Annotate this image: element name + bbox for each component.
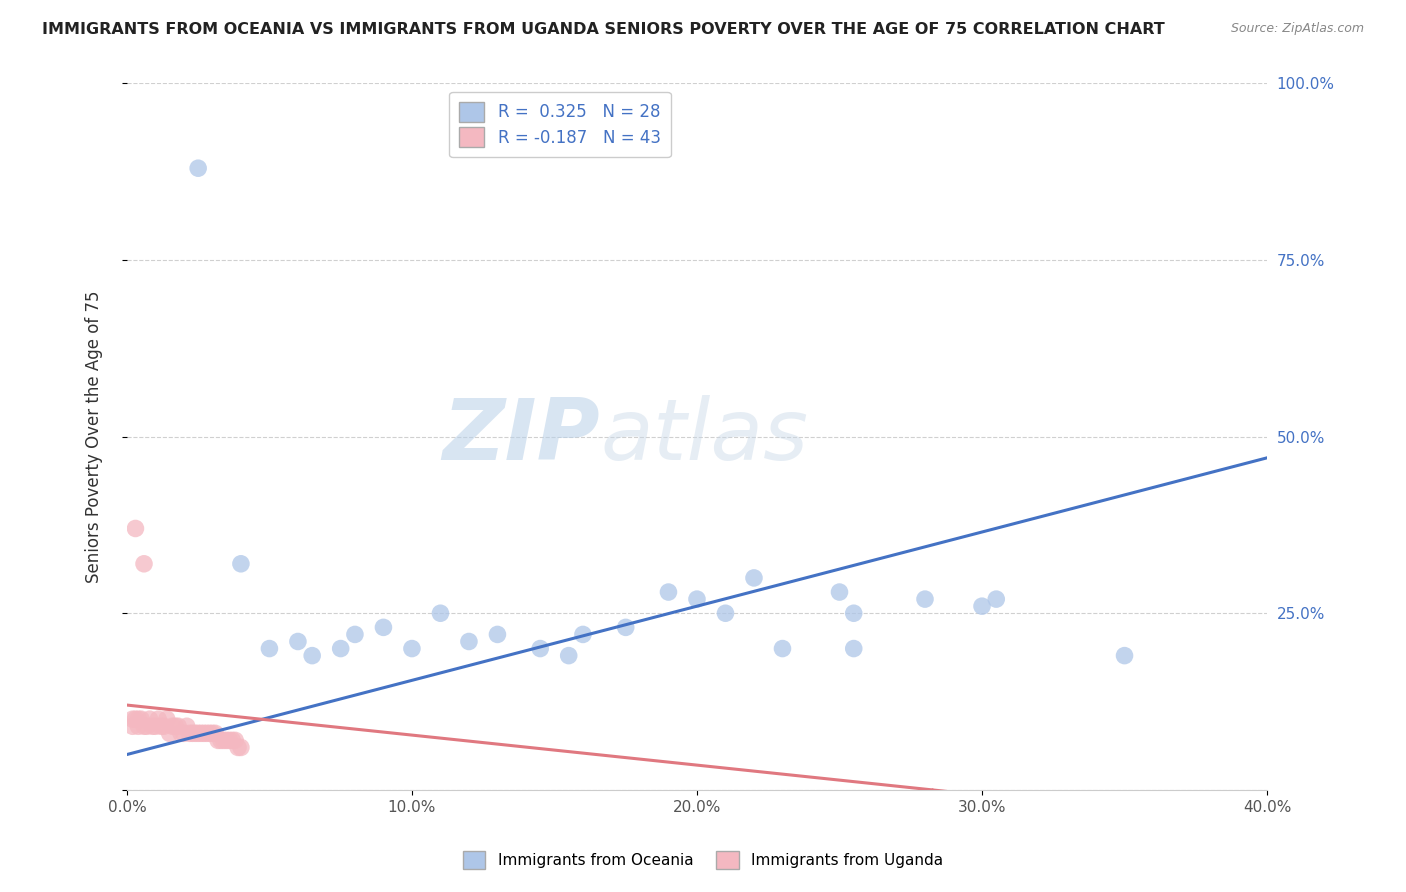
Point bbox=[121, 712, 143, 726]
Point bbox=[138, 712, 160, 726]
Point bbox=[165, 719, 187, 733]
Point bbox=[212, 733, 235, 747]
Point bbox=[132, 557, 155, 571]
Point bbox=[184, 726, 207, 740]
Point bbox=[458, 634, 481, 648]
Point bbox=[153, 719, 176, 733]
Point bbox=[170, 726, 193, 740]
Text: atlas: atlas bbox=[600, 395, 808, 478]
Legend: R =  0.325   N = 28, R = -0.187   N = 43: R = 0.325 N = 28, R = -0.187 N = 43 bbox=[450, 92, 671, 158]
Point bbox=[204, 726, 226, 740]
Point bbox=[343, 627, 366, 641]
Point bbox=[145, 719, 167, 733]
Point bbox=[401, 641, 423, 656]
Point bbox=[187, 161, 209, 176]
Point bbox=[195, 726, 218, 740]
Point bbox=[986, 592, 1008, 607]
Point bbox=[135, 719, 157, 733]
Point bbox=[124, 521, 146, 535]
Point bbox=[429, 606, 451, 620]
Point bbox=[229, 740, 252, 755]
Point bbox=[209, 733, 232, 747]
Point bbox=[198, 726, 221, 740]
Point bbox=[156, 712, 179, 726]
Point bbox=[159, 726, 181, 740]
Point bbox=[742, 571, 765, 585]
Point bbox=[842, 606, 865, 620]
Point bbox=[162, 719, 184, 733]
Point bbox=[557, 648, 579, 663]
Text: Source: ZipAtlas.com: Source: ZipAtlas.com bbox=[1230, 22, 1364, 36]
Point bbox=[714, 606, 737, 620]
Point bbox=[179, 726, 201, 740]
Point bbox=[572, 627, 595, 641]
Point bbox=[187, 726, 209, 740]
Point bbox=[287, 634, 309, 648]
Point bbox=[221, 733, 243, 747]
Point bbox=[229, 557, 252, 571]
Text: ZIP: ZIP bbox=[443, 395, 600, 478]
Point bbox=[148, 712, 170, 726]
Y-axis label: Seniors Poverty Over the Age of 75: Seniors Poverty Over the Age of 75 bbox=[86, 291, 103, 582]
Point bbox=[842, 641, 865, 656]
Point bbox=[207, 733, 229, 747]
Point bbox=[218, 733, 240, 747]
Point bbox=[226, 740, 249, 755]
Point bbox=[132, 719, 155, 733]
Point bbox=[121, 719, 143, 733]
Point bbox=[193, 726, 215, 740]
Point bbox=[167, 719, 190, 733]
Point bbox=[127, 719, 149, 733]
Point bbox=[686, 592, 709, 607]
Point bbox=[173, 726, 195, 740]
Point bbox=[529, 641, 551, 656]
Point bbox=[190, 726, 212, 740]
Point bbox=[176, 719, 198, 733]
Point bbox=[124, 712, 146, 726]
Point bbox=[142, 719, 165, 733]
Text: IMMIGRANTS FROM OCEANIA VS IMMIGRANTS FROM UGANDA SENIORS POVERTY OVER THE AGE O: IMMIGRANTS FROM OCEANIA VS IMMIGRANTS FR… bbox=[42, 22, 1166, 37]
Point bbox=[215, 733, 238, 747]
Point bbox=[129, 712, 152, 726]
Point bbox=[914, 592, 936, 607]
Point bbox=[828, 585, 851, 599]
Point bbox=[373, 620, 395, 634]
Point bbox=[259, 641, 281, 656]
Point bbox=[772, 641, 794, 656]
Point bbox=[970, 599, 993, 614]
Point bbox=[201, 726, 224, 740]
Point bbox=[329, 641, 352, 656]
Point bbox=[486, 627, 509, 641]
Point bbox=[1114, 648, 1136, 663]
Point bbox=[301, 648, 323, 663]
Point bbox=[150, 719, 173, 733]
Point bbox=[614, 620, 637, 634]
Point bbox=[657, 585, 679, 599]
Legend: Immigrants from Oceania, Immigrants from Uganda: Immigrants from Oceania, Immigrants from… bbox=[457, 845, 949, 875]
Point bbox=[127, 712, 149, 726]
Point bbox=[224, 733, 246, 747]
Point bbox=[181, 726, 204, 740]
